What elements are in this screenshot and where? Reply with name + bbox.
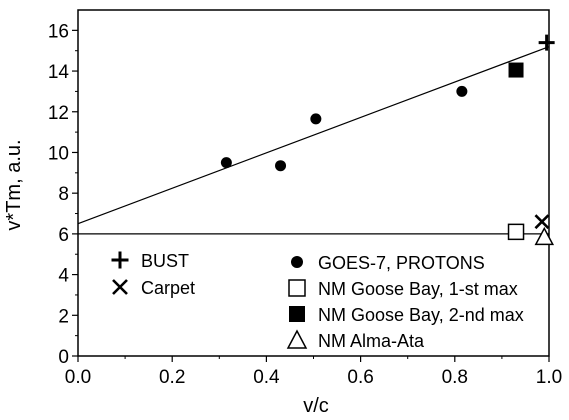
legend-label: BUST bbox=[141, 251, 189, 271]
legend-label: NM Goose Bay, 2-nd max bbox=[318, 305, 524, 325]
legend-label: NM Goose Bay, 1-st max bbox=[318, 279, 518, 299]
ticks-layer: 0.0 0.2 0.4 0.6 0.8 1.0 0 2 4 6 8 10 12 14 16 bbox=[48, 21, 562, 388]
data-point-cross bbox=[534, 214, 550, 230]
data-point-filled-circle bbox=[310, 113, 322, 125]
y-tick-label: 10 bbox=[48, 143, 69, 164]
legend-label: GOES-7, PROTONS bbox=[318, 253, 485, 273]
y-tick-label: 14 bbox=[48, 62, 70, 83]
legend-marker-filled-circle bbox=[291, 256, 303, 268]
y-tick-label: 2 bbox=[58, 306, 69, 327]
data-point-filled-circle bbox=[456, 85, 468, 97]
x-tick-label: 0.0 bbox=[65, 367, 91, 388]
y-tick-label: 12 bbox=[48, 103, 69, 124]
lines-layer bbox=[77, 46, 550, 235]
legend-marker-cross bbox=[112, 279, 128, 295]
y-axis-label: v*Tm, a.u. bbox=[3, 139, 25, 230]
legend-marker-filled-square bbox=[289, 306, 305, 322]
x-tick-label: 0.6 bbox=[347, 367, 373, 388]
legend: BUST Carpet GOES-7, PROTONS NM Goose Bay, 1… bbox=[111, 251, 524, 351]
points-layer bbox=[220, 34, 555, 246]
legend-marker-open-square bbox=[288, 279, 306, 297]
y-tick-label: 8 bbox=[58, 184, 69, 205]
x-tick-label: 0.4 bbox=[253, 367, 280, 388]
y-tick-label: 4 bbox=[58, 266, 69, 287]
y-tick-label: 0 bbox=[58, 347, 69, 368]
data-point-filled-circle bbox=[220, 157, 232, 169]
data-point-filled-circle bbox=[275, 160, 287, 172]
legend-marker-open-triangle bbox=[286, 329, 308, 349]
y-tick-label: 16 bbox=[48, 21, 69, 42]
x-tick-label: 1.0 bbox=[536, 367, 562, 388]
legend-label: NM Alma-Ata bbox=[318, 331, 425, 351]
data-point-open-square bbox=[507, 223, 525, 241]
legend-marker-plus bbox=[111, 251, 129, 269]
x-tick-label: 0.2 bbox=[159, 367, 185, 388]
fit-line bbox=[77, 46, 550, 225]
x-axis-label: v/c bbox=[303, 395, 329, 417]
data-point-filled-square bbox=[508, 62, 524, 78]
y-tick-label: 6 bbox=[58, 225, 69, 246]
data-point-open-triangle bbox=[534, 226, 555, 246]
data-point-plus bbox=[538, 34, 555, 51]
legend-label: Carpet bbox=[141, 278, 195, 298]
x-tick-label: 0.8 bbox=[442, 367, 468, 388]
